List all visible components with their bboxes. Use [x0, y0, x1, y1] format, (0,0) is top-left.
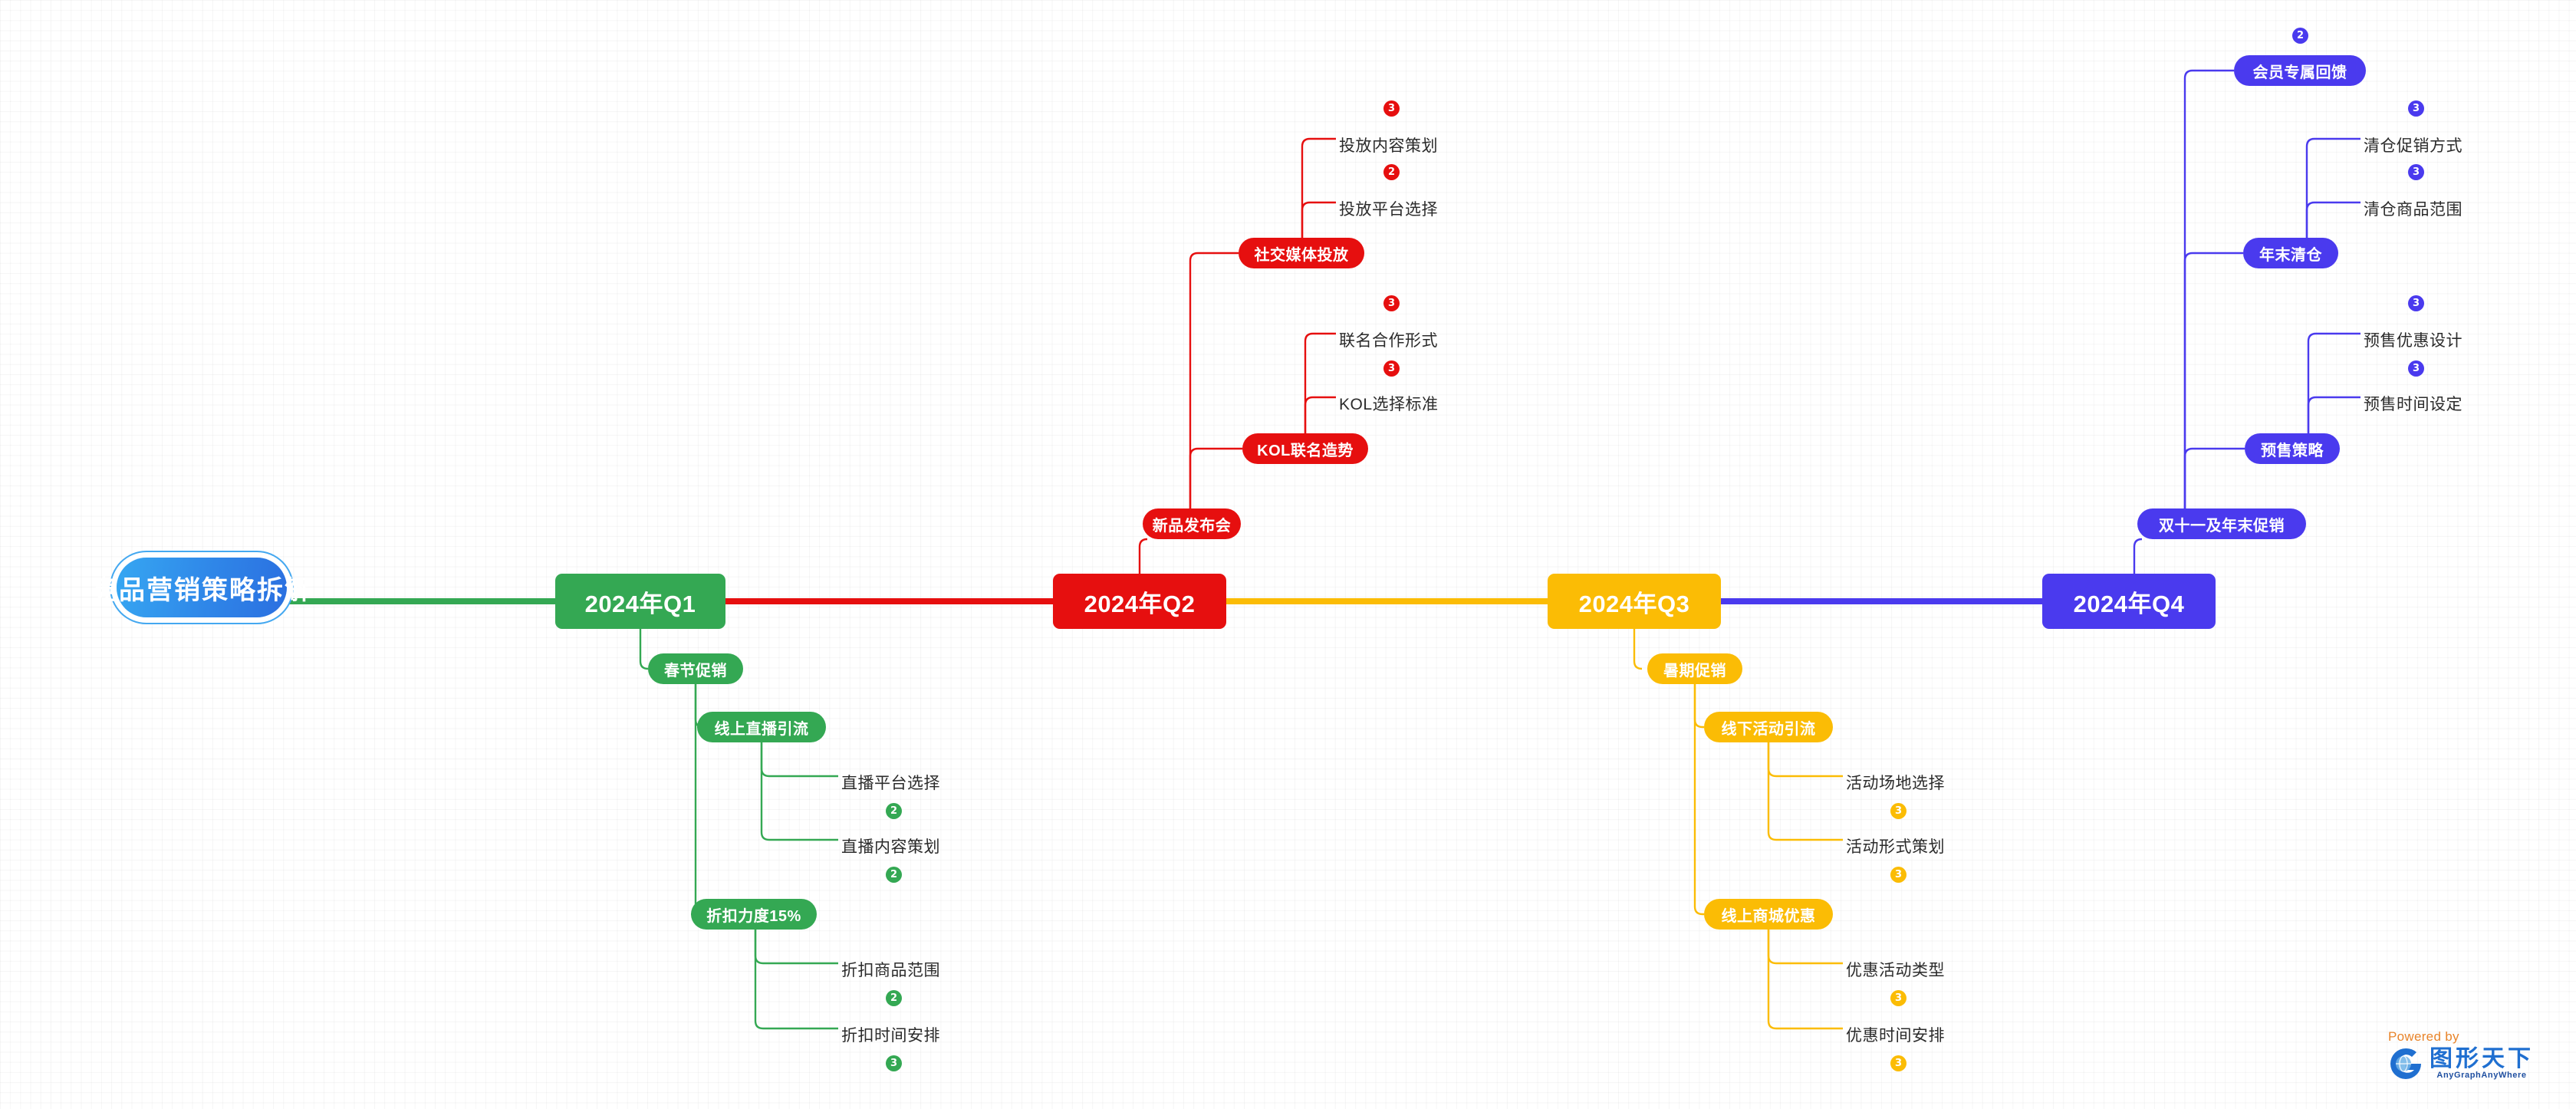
node-q1-discount[interactable]: 折扣力度15%	[691, 899, 817, 930]
node-q1-spring-label: 春节促销	[664, 662, 727, 680]
node-q3-summer[interactable]: 暑期促销	[1647, 653, 1742, 684]
badge-q4-clear-c2: 3	[2408, 164, 2424, 180]
node-q2-social-label: 社交媒体投放	[1254, 246, 1349, 264]
branch-node-q4-label: 2024年Q4	[2073, 590, 2185, 617]
badge-q2-social-c2: 2	[1383, 164, 1400, 180]
anygraph-logo-icon	[2390, 1048, 2421, 1079]
badge-q2-social-c1: 3	[1383, 100, 1400, 117]
badge-q2-kol-c1: 3	[1383, 295, 1400, 311]
root-node[interactable]: 竞品营销策略拆解	[91, 558, 311, 617]
node-q2-kol[interactable]: KOL联名造势	[1242, 433, 1368, 464]
watermark: Powered by 图形天下 AnyGraphAnyWhere	[2388, 1029, 2534, 1081]
powered-by-label: Powered by	[2388, 1029, 2459, 1044]
badge-q4-clear-c1: 3	[2408, 100, 2424, 117]
node-q4-presale-label: 预售策略	[2261, 442, 2324, 459]
badge-q1-live-c2: 2	[886, 867, 902, 883]
leaf-q2-social-c1[interactable]: 投放内容策划	[1339, 137, 1438, 155]
leaf-q4-clear-c2[interactable]: 清仓商品范围	[2364, 201, 2462, 219]
leaf-q3-offline-c2[interactable]: 活动形式策划	[1846, 838, 1945, 856]
node-q4-member[interactable]: 会员专属回馈	[2234, 55, 2366, 86]
badge-q4-member: 2	[2292, 28, 2308, 44]
node-q1-spring[interactable]: 春节促销	[648, 653, 743, 684]
node-q3-online-label: 线上商城优惠	[1721, 907, 1816, 925]
leaf-q4-clear-c1[interactable]: 清仓促销方式	[2364, 137, 2462, 155]
badge-q1-live-c1: 2	[886, 803, 902, 819]
node-q3-online[interactable]: 线上商城优惠	[1704, 899, 1833, 930]
leaf-q1-disc-c2[interactable]: 折扣时间安排	[841, 1027, 940, 1045]
badge-q4-presale-c1: 3	[2408, 295, 2424, 311]
node-q2-launch-label: 新品发布会	[1152, 517, 1232, 535]
leaf-q2-kol-c2[interactable]: KOL选择标准	[1339, 396, 1439, 413]
badge-q1-disc-c1: 2	[886, 990, 902, 1006]
node-q4-presale[interactable]: 预售策略	[2245, 433, 2340, 464]
root-node-label: 竞品营销策略拆解	[91, 575, 312, 605]
leaf-q2-social-c2[interactable]: 投放平台选择	[1339, 201, 1438, 219]
leaf-q3-online-c1[interactable]: 优惠活动类型	[1846, 962, 1945, 979]
node-q1-live-label: 线上直播引流	[714, 720, 809, 738]
node-q3-summer-label: 暑期促销	[1663, 662, 1726, 680]
node-q4-member-label: 会员专属回馈	[2252, 64, 2347, 81]
branch-node-q3-label: 2024年Q3	[1578, 590, 1690, 617]
branch-node-q1-label: 2024年Q1	[584, 590, 696, 617]
node-q2-social[interactable]: 社交媒体投放	[1239, 238, 1364, 268]
node-q1-discount-label: 折扣力度15%	[706, 907, 801, 925]
badge-q4-presale-c2: 3	[2408, 360, 2424, 377]
leaf-q2-kol-c1[interactable]: 联名合作形式	[1339, 332, 1438, 350]
leaf-q1-live-c1[interactable]: 直播平台选择	[841, 775, 940, 792]
node-q4-1111-label: 双十一及年末促销	[2159, 517, 2285, 535]
node-q2-launch[interactable]: 新品发布会	[1143, 508, 1241, 539]
badge-q3-online-c1: 3	[1890, 990, 1907, 1006]
badge-q2-kol-c2: 3	[1383, 360, 1400, 377]
node-q2-kol-label: KOL联名造势	[1257, 442, 1354, 459]
branch-node-q3[interactable]: 2024年Q3	[1548, 574, 1721, 629]
leaf-q1-disc-c1[interactable]: 折扣商品范围	[841, 962, 940, 979]
branch-node-q4[interactable]: 2024年Q4	[2042, 574, 2216, 629]
brand-name-en: AnyGraphAnyWhere	[2436, 1071, 2527, 1080]
leaf-q3-online-c2[interactable]: 优惠时间安排	[1846, 1027, 1945, 1045]
leaf-q1-live-c2[interactable]: 直播内容策划	[841, 838, 940, 856]
node-q1-live[interactable]: 线上直播引流	[697, 712, 826, 742]
node-q3-offline-label: 线下活动引流	[1721, 720, 1816, 738]
badge-q3-offline-c2: 3	[1890, 867, 1907, 883]
node-q4-clearance-label: 年末清仓	[2259, 246, 2322, 264]
node-q3-offline[interactable]: 线下活动引流	[1704, 712, 1833, 742]
branch-node-q1[interactable]: 2024年Q1	[555, 574, 725, 629]
badge-q3-online-c2: 3	[1890, 1055, 1907, 1071]
badge-q3-offline-c1: 3	[1890, 803, 1907, 819]
badge-q1-disc-c2: 3	[886, 1055, 902, 1071]
node-q4-clearance[interactable]: 年末清仓	[2243, 238, 2338, 268]
leaf-q3-offline-c1[interactable]: 活动场地选择	[1846, 775, 1945, 792]
branch-node-q2-label: 2024年Q2	[1084, 590, 1196, 617]
leaf-q4-presale-c1[interactable]: 预售优惠设计	[2364, 332, 2462, 350]
node-q4-1111[interactable]: 双十一及年末促销	[2137, 508, 2306, 539]
brand-name-cn: 图形天下	[2430, 1046, 2534, 1071]
branch-node-q2[interactable]: 2024年Q2	[1053, 574, 1226, 629]
leaf-q4-presale-c2[interactable]: 预售时间设定	[2364, 396, 2462, 413]
